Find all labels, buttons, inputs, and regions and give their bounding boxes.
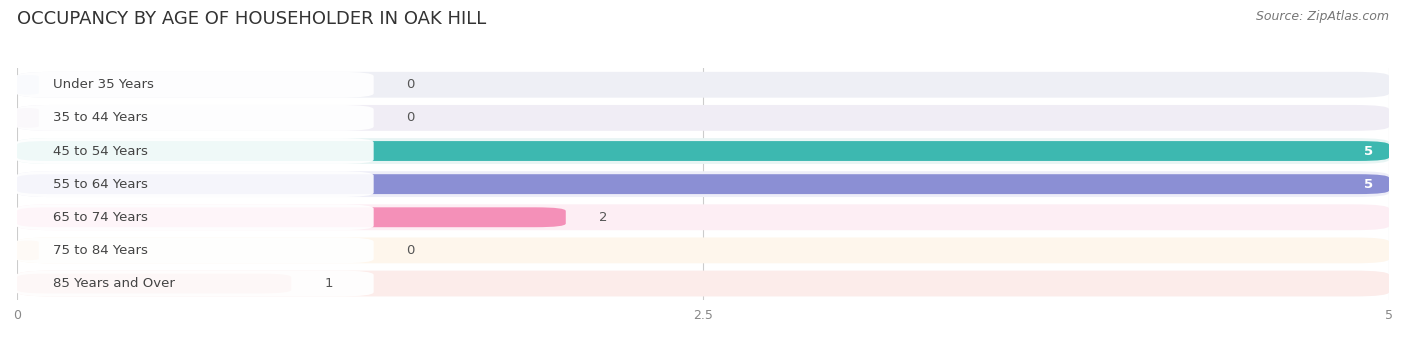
Text: 65 to 74 Years: 65 to 74 Years — [52, 211, 148, 224]
FancyBboxPatch shape — [17, 105, 1389, 131]
Text: 2: 2 — [599, 211, 607, 224]
Text: 1: 1 — [325, 277, 333, 290]
Text: 5: 5 — [1364, 178, 1372, 191]
FancyBboxPatch shape — [17, 72, 374, 98]
FancyBboxPatch shape — [17, 237, 1389, 263]
FancyBboxPatch shape — [17, 237, 374, 263]
Text: 0: 0 — [406, 78, 415, 91]
FancyBboxPatch shape — [17, 105, 374, 131]
FancyBboxPatch shape — [17, 171, 374, 197]
Text: 35 to 44 Years: 35 to 44 Years — [52, 112, 148, 124]
FancyBboxPatch shape — [17, 138, 374, 164]
FancyBboxPatch shape — [17, 273, 291, 294]
FancyBboxPatch shape — [17, 138, 1389, 164]
FancyBboxPatch shape — [17, 271, 374, 296]
Text: 55 to 64 Years: 55 to 64 Years — [52, 178, 148, 191]
Text: 5: 5 — [1364, 145, 1372, 158]
Text: 0: 0 — [406, 244, 415, 257]
Text: 45 to 54 Years: 45 to 54 Years — [52, 145, 148, 158]
FancyBboxPatch shape — [17, 141, 1389, 161]
FancyBboxPatch shape — [17, 204, 374, 230]
FancyBboxPatch shape — [17, 108, 39, 128]
Text: 85 Years and Over: 85 Years and Over — [52, 277, 174, 290]
FancyBboxPatch shape — [17, 171, 1389, 197]
FancyBboxPatch shape — [17, 75, 39, 95]
FancyBboxPatch shape — [17, 72, 1389, 98]
Text: 75 to 84 Years: 75 to 84 Years — [52, 244, 148, 257]
FancyBboxPatch shape — [17, 271, 1389, 296]
Text: OCCUPANCY BY AGE OF HOUSEHOLDER IN OAK HILL: OCCUPANCY BY AGE OF HOUSEHOLDER IN OAK H… — [17, 10, 486, 28]
FancyBboxPatch shape — [17, 204, 1389, 230]
Text: Under 35 Years: Under 35 Years — [52, 78, 153, 91]
Text: 0: 0 — [406, 112, 415, 124]
Text: Source: ZipAtlas.com: Source: ZipAtlas.com — [1256, 10, 1389, 23]
FancyBboxPatch shape — [17, 207, 565, 227]
FancyBboxPatch shape — [17, 174, 1389, 194]
FancyBboxPatch shape — [17, 240, 39, 260]
